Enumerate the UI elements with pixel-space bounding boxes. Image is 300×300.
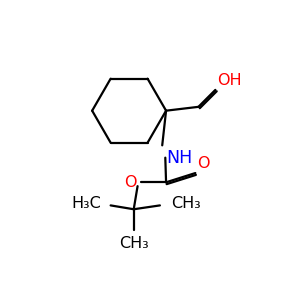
Text: CH₃: CH₃ xyxy=(119,236,148,251)
Text: O: O xyxy=(124,175,137,190)
Text: OH: OH xyxy=(217,74,242,88)
Text: H₃C: H₃C xyxy=(72,196,101,211)
Text: NH: NH xyxy=(166,149,192,167)
Text: CH₃: CH₃ xyxy=(171,196,200,211)
Text: O: O xyxy=(197,156,209,171)
